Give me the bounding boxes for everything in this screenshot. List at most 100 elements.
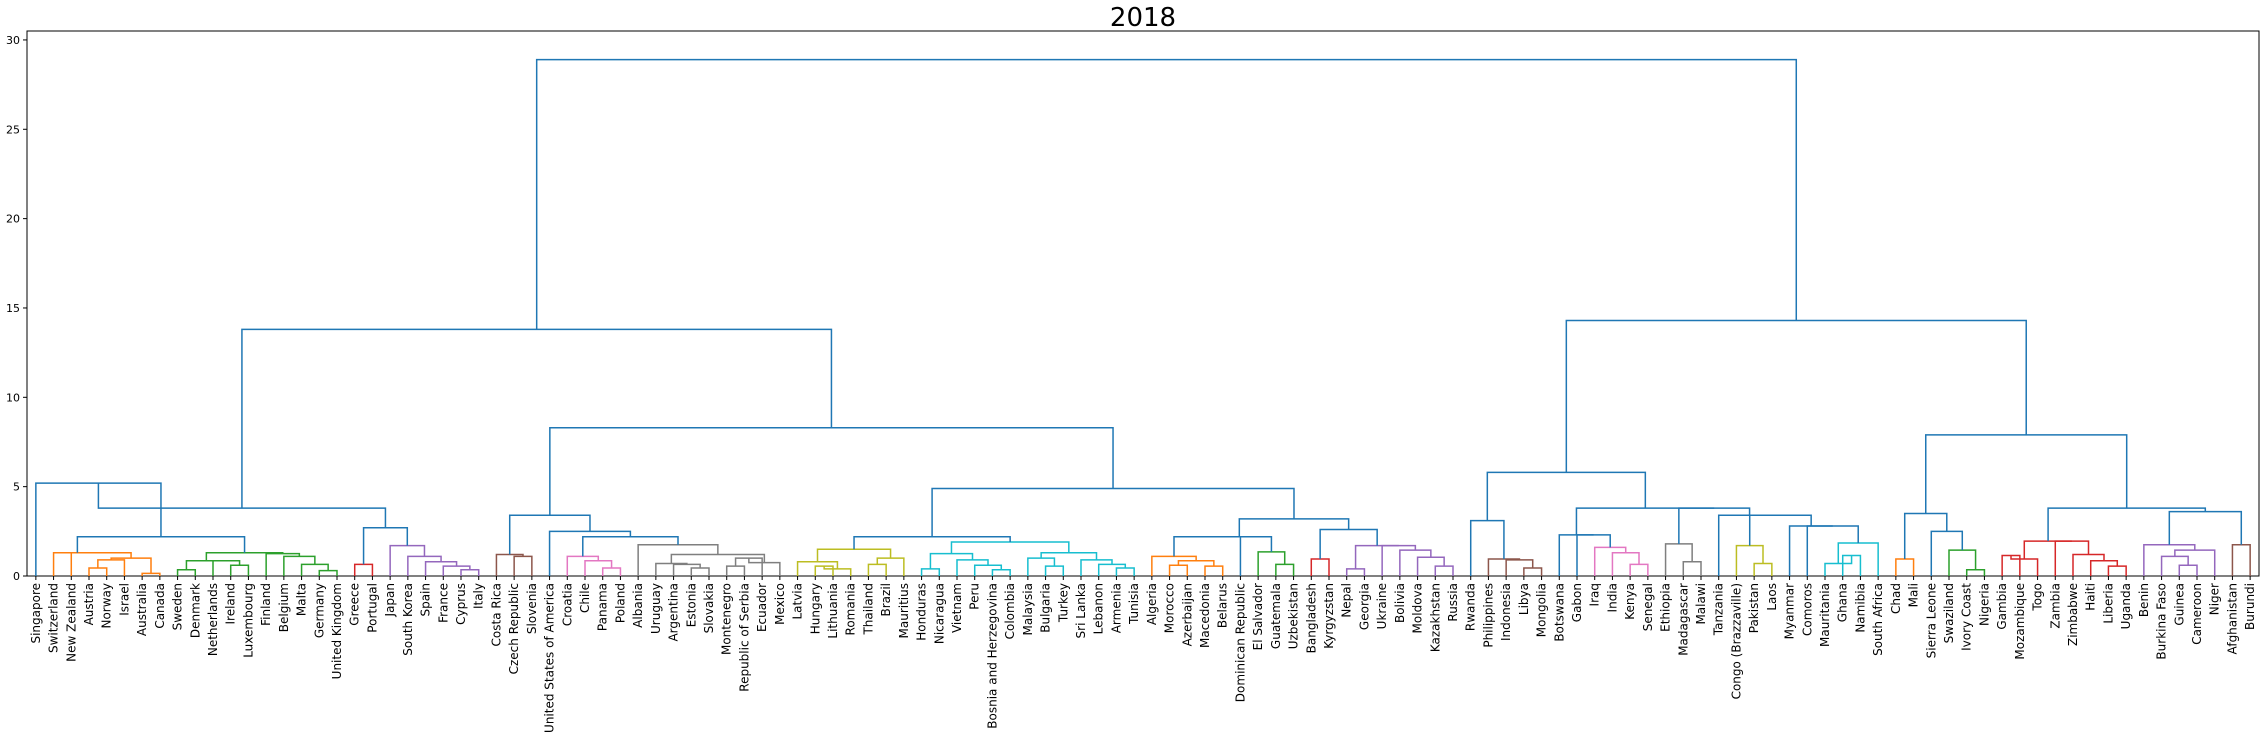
leaf-label: Nicaragua xyxy=(932,583,946,644)
leaf-label: Honduras xyxy=(915,583,929,641)
leaf-label: Burundi xyxy=(2243,583,2257,630)
leaf-label: Hungary xyxy=(808,583,822,634)
dendrogram-link xyxy=(548,530,632,576)
leaf-label: Benin xyxy=(2137,583,2151,617)
leaf-label: New Zealand xyxy=(64,583,78,662)
dendrogram-link xyxy=(2168,510,2243,545)
dendrogram-link xyxy=(1416,556,1445,576)
leaf-label: Thailand xyxy=(861,583,875,636)
dendrogram-link xyxy=(2054,540,2090,576)
dendrogram-link xyxy=(637,543,719,576)
dendrogram-link xyxy=(495,553,524,576)
dendrogram-link xyxy=(1565,319,2027,473)
dendrogram-link xyxy=(672,563,701,576)
leaf-label: Switzerland xyxy=(47,583,61,653)
leaf-label: Japan xyxy=(383,583,397,617)
dendrogram-link xyxy=(389,544,426,576)
dendrogram-link xyxy=(353,563,374,576)
leaf-label: Russia xyxy=(1446,583,1460,622)
leaf-label: South Africa xyxy=(1871,583,1885,656)
leaf-label: Sweden xyxy=(171,583,185,630)
y-tick-label: 30 xyxy=(6,34,20,47)
leaf-label: El Salvador xyxy=(1251,583,1265,650)
dendrogram-link xyxy=(991,568,1011,576)
dendrogram-link xyxy=(442,565,471,576)
leaf-label: Morocco xyxy=(1163,583,1177,633)
y-tick-label: 25 xyxy=(6,123,20,136)
leaf-label: Kenya xyxy=(1623,583,1637,620)
leaf-label: Romania xyxy=(844,583,858,635)
dendrogram-link xyxy=(549,426,1114,516)
leaf-label: India xyxy=(1605,583,1619,612)
y-tick-label: 15 xyxy=(6,302,20,315)
dendrogram-link xyxy=(1523,567,1543,576)
leaf-label: Myanmar xyxy=(1783,583,1797,639)
dendrogram-link xyxy=(1925,434,2128,514)
leaf-label: Luxembourg xyxy=(241,583,255,658)
dendrogram-link xyxy=(1735,544,1764,576)
leaf-label: Malta xyxy=(295,583,309,616)
dendrogram-link xyxy=(867,563,887,576)
dendrogram-link xyxy=(1204,565,1224,576)
dendrogram-link xyxy=(2160,555,2189,576)
dendrogram-link xyxy=(460,568,480,576)
leaf-label: Azerbaijan xyxy=(1180,583,1194,646)
leaf-label: Kyrgyzstan xyxy=(1322,583,1336,649)
leaf-label: Italy xyxy=(472,583,486,609)
leaf-label: Tanzania xyxy=(1712,583,1726,636)
leaf-label: Malaysia xyxy=(1021,583,1035,635)
leaf-label: Bosnia and Herzegovina xyxy=(985,583,999,729)
leaf-label: Dominican Republic xyxy=(1233,583,1247,702)
dendrogram-link xyxy=(141,572,161,576)
dendrogram-link xyxy=(1434,565,1454,576)
dendrogram-link xyxy=(176,568,197,576)
leaf-label: Montenegro xyxy=(720,583,734,655)
dendrogram-link xyxy=(2023,540,2072,560)
dendrogram-link xyxy=(229,564,250,576)
dendrogram-link xyxy=(2010,555,2039,576)
y-axis: 0 5 10 15 20 25 30 xyxy=(6,34,27,583)
dendrogram-link xyxy=(2107,565,2127,576)
y-tick-label: 20 xyxy=(6,213,20,226)
dendrogram-link xyxy=(973,564,1003,576)
leaf-label: Afghanistan xyxy=(2225,583,2239,654)
dendrogram-link xyxy=(950,541,1070,554)
dendrogram-link xyxy=(1486,471,1647,521)
leaf-label: Mali xyxy=(1907,583,1921,607)
dendrogram-link xyxy=(956,559,989,576)
leaf-label: Uzbekistan xyxy=(1287,583,1301,649)
dendrogram-link xyxy=(1168,564,1189,576)
leaf-label: Panama xyxy=(596,583,610,631)
leaf-label: Greece xyxy=(348,583,362,626)
dendrogram-link xyxy=(407,555,442,576)
leaf-label: Denmark xyxy=(188,583,202,638)
leaf-label: Colombia xyxy=(1003,583,1017,639)
dendrogram-link xyxy=(1903,512,1948,560)
dendrogram-link xyxy=(1837,542,1879,576)
dendrogram-link xyxy=(2072,553,2105,576)
dendrogram-link xyxy=(1151,555,1197,576)
leaf-label: Zambia xyxy=(2048,583,2062,629)
dendrogram-link xyxy=(212,560,241,576)
y-tick-label: 10 xyxy=(6,391,20,404)
leaf-label: Liberia xyxy=(2101,583,2115,624)
dendrogram-link xyxy=(1593,546,1627,576)
dendrogram-link xyxy=(52,552,102,576)
leaf-label: Ukraine xyxy=(1375,583,1389,629)
leaf-label: Tunisia xyxy=(1127,583,1141,625)
dendrogram-link xyxy=(1895,558,1915,576)
dendrogram-link xyxy=(1948,549,1977,576)
leaf-label: Nigeria xyxy=(1977,583,1991,626)
dendrogram-link xyxy=(1080,559,1113,576)
leaf-label: Swaziland xyxy=(1942,583,1956,643)
leaf-label: Slovakia xyxy=(702,583,716,633)
leaf-label: Zimbabwe xyxy=(2066,583,2080,646)
leaf-label: Cameroon xyxy=(2190,583,2204,645)
leaf-label: Haiti xyxy=(2084,583,2098,611)
leaf-label: Guatemala xyxy=(1269,583,1283,649)
dendrogram-link xyxy=(1678,507,1751,544)
dendrogram-link xyxy=(814,565,834,576)
leaf-label: United Kingdom xyxy=(330,583,344,679)
